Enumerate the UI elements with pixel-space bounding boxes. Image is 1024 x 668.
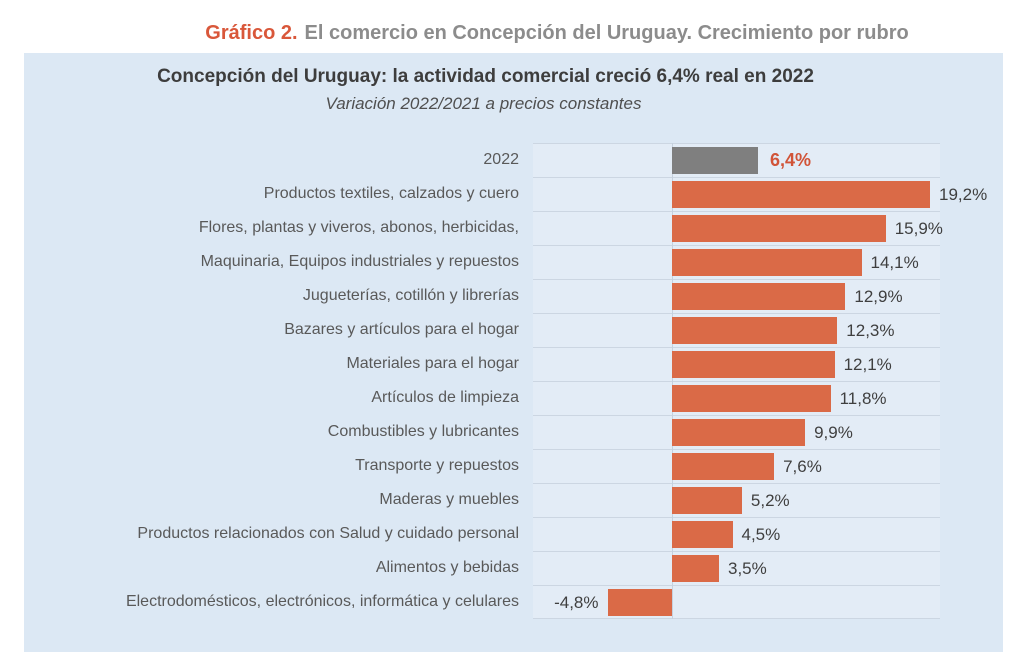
chart-row: Bazares y artículos para el hogar 12,3%: [24, 313, 1003, 347]
chart-row: Artículos de limpieza 11,8%: [24, 381, 1003, 415]
chart-row: Maderas y muebles 5,2%: [24, 483, 1003, 517]
plot-cell: 9,9%: [533, 415, 940, 449]
figure-caption: Gráfico 2. El comercio en Concepción del …: [0, 22, 1024, 45]
category-label: Materiales para el hogar: [346, 355, 519, 372]
chart-subtitle: Variación 2022/2021 a precios constantes: [325, 94, 642, 113]
category-label: Electrodomésticos, electrónicos, informá…: [125, 593, 519, 610]
plot-cell: 14,1%: [533, 245, 940, 279]
plot-cell: 7,6%: [533, 449, 940, 483]
chart-row: Productos relacionados con Salud y cuida…: [24, 517, 1003, 551]
plot-cell: 12,1%: [533, 347, 940, 381]
category-label: Transporte y repuestos: [355, 457, 519, 474]
value-bar: [672, 215, 886, 242]
category-label: Productos relacionados con Salud y cuida…: [137, 525, 519, 542]
value-bar: [607, 589, 672, 616]
chart-row: Flores, plantas y viveros, abonos, herbi…: [24, 211, 1003, 245]
chart-row: Alimentos y bebidas 3,5%: [24, 551, 1003, 585]
plot-cell: 5,2%: [533, 483, 940, 517]
zero-axis-line: [672, 143, 673, 619]
plot-cell: 15,9%: [533, 211, 943, 245]
value-label: 14,1%: [870, 252, 919, 272]
highlight-bar: [672, 147, 758, 174]
value-label: 5,2%: [750, 490, 790, 510]
category-label: Artículos de limpieza: [371, 389, 519, 406]
plot-cell: 6,4%: [533, 143, 940, 177]
value-label: 12,9%: [854, 286, 903, 306]
value-bar: [672, 453, 775, 480]
plot-cell: -4,8%: [533, 585, 940, 619]
chart-row: 2022 6,4%: [24, 143, 1003, 177]
chart-row: Transporte y repuestos 7,6%: [24, 449, 1003, 483]
chart-row: Productos textiles, calzados y cuero 19,2…: [24, 177, 1003, 211]
value-bar: [672, 487, 742, 514]
figure-title: El comercio en Concepción del Uruguay. C…: [304, 22, 909, 44]
chart-row: Materiales para el hogar 12,1%: [24, 347, 1003, 381]
value-bar: [672, 385, 831, 412]
value-bar: [672, 283, 846, 310]
value-label: 12,3%: [846, 320, 895, 340]
value-label: 9,9%: [814, 422, 853, 442]
plot-cell: 11,8%: [533, 381, 940, 415]
category-label: Jugueterías, cotillón y librerías: [302, 287, 519, 304]
chart-row: Combustibles y lubricantes 9,9%: [24, 415, 1003, 449]
category-label: Productos textiles, calzados y cuero: [263, 185, 519, 202]
plot-cell: 12,3%: [533, 313, 940, 347]
value-label: 3,5%: [728, 558, 767, 578]
plot-cell: 4,5%: [533, 517, 940, 551]
category-label: Flores, plantas y viveros, abonos, herbi…: [198, 219, 519, 236]
value-bar: [672, 521, 733, 548]
value-bar: [672, 317, 838, 344]
chart-row: Jugueterías, cotillón y librerías 12,9%: [24, 279, 1003, 313]
value-label: 6,4%: [770, 150, 812, 170]
value-bar: [672, 249, 862, 276]
value-label: 12,1%: [843, 354, 892, 374]
value-label: 7,6%: [783, 456, 822, 476]
category-label: 2022: [483, 151, 519, 168]
value-label: 15,9%: [894, 218, 943, 238]
value-label: 19,2%: [939, 184, 988, 204]
category-label: Bazares y artículos para el hogar: [284, 321, 519, 338]
value-bar: [672, 419, 806, 446]
value-label: 4,5%: [741, 524, 781, 544]
chart-row: Electrodomésticos, electrónicos, informá…: [24, 585, 1003, 619]
figure-number: Gráfico 2.: [205, 22, 298, 44]
category-label: Maquinaria, Equipos industriales y repue…: [200, 253, 519, 270]
chart-row: Maquinaria, Equipos industriales y repue…: [24, 245, 1003, 279]
category-label: Combustibles y lubricantes: [327, 423, 519, 440]
bar-chart-rows: 2022 6,4% Productos textiles, calzados y c…: [24, 143, 1003, 619]
plot-cell: 19,2%: [533, 177, 987, 211]
value-bar: [672, 351, 835, 378]
plot-cell: 12,9%: [533, 279, 940, 313]
chart-title: Concepción del Uruguay: la actividad com…: [157, 66, 814, 87]
plot-cell: 3,5%: [533, 551, 940, 585]
category-label: Maderas y muebles: [379, 491, 519, 508]
value-label: -4,8%: [554, 592, 599, 612]
value-bar: [672, 181, 930, 208]
value-bar: [672, 555, 719, 582]
value-label: 11,8%: [839, 388, 887, 408]
chart-panel: Concepción del Uruguay: la actividad com…: [24, 53, 1003, 652]
bar-chart: 2022 6,4% Productos textiles, calzados y c…: [24, 143, 1003, 619]
category-label: Alimentos y bebidas: [375, 559, 519, 576]
